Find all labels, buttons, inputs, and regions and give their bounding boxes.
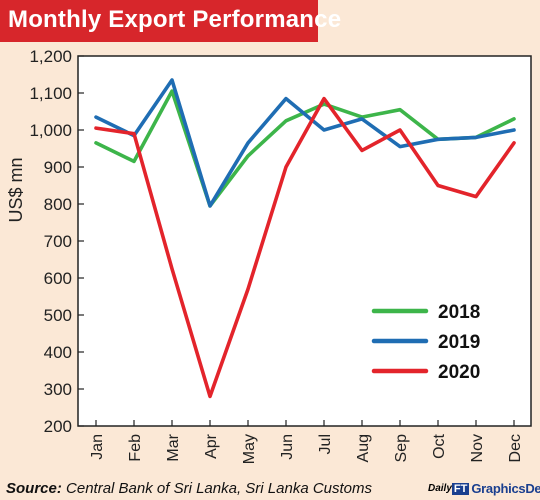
y-tick-label: 1,000 — [29, 121, 72, 140]
x-tick-label: Mar — [165, 433, 182, 461]
y-tick-label: 500 — [44, 306, 72, 325]
y-tick-label: 800 — [44, 195, 72, 214]
chart-title: Monthly Export Performance — [8, 6, 342, 33]
x-tick-label: Apr — [203, 433, 220, 459]
y-tick-label: 200 — [44, 417, 72, 436]
footer: Source: Central Bank of Sri Lanka, Sri L… — [0, 478, 540, 500]
x-tick-label: Jun — [279, 434, 296, 460]
y-tick-label: 600 — [44, 269, 72, 288]
credit-desk: GraphicsDesk — [471, 481, 540, 497]
credit-daily: Daily — [428, 483, 452, 495]
y-tick-label: 700 — [44, 232, 72, 251]
y-tick-label: 900 — [44, 158, 72, 177]
legend: 2018 2019 2020 — [371, 302, 480, 383]
source-label: Source: — [6, 480, 62, 497]
legend-label-2018: 2018 — [438, 302, 480, 323]
series-line-2019 — [94, 78, 516, 208]
x-tick-label: Dec — [507, 434, 524, 462]
line-chart: US$ mn 200 300 400 500 600 700 800 900 1,000 1,10… — [6, 47, 532, 464]
credit-ft: FT — [451, 482, 470, 495]
x-tick-label: Jul — [317, 434, 334, 454]
x-tick-label: Nov — [469, 434, 486, 462]
y-tick-label: 300 — [44, 380, 72, 399]
y-tick-label: 1,100 — [29, 84, 72, 103]
x-tick-label: May — [241, 434, 258, 464]
x-tick-label: Aug — [355, 434, 372, 462]
y-axis-label: US$ mn — [6, 157, 26, 222]
x-axis: Jan Feb Mar Apr May Jun Jul Aug Sep Oct Nov Dec — [89, 420, 524, 464]
source-text: Central Bank of Sri Lanka, Sri Lanka Cus… — [66, 480, 373, 497]
legend-label-2020: 2020 — [438, 362, 480, 383]
y-tick-label: 1,200 — [29, 47, 72, 66]
title-bar: Monthly Export Performance — [0, 0, 341, 42]
source-note: Source: Central Bank of Sri Lanka, Sri L… — [6, 480, 372, 497]
graphics-credit: DailyFTGraphicsDesk — [428, 480, 540, 498]
x-tick-label: Feb — [127, 434, 144, 462]
series-line-2020 — [94, 96, 516, 399]
x-tick-label: Jan — [89, 434, 106, 460]
y-axis: 200 300 400 500 600 700 800 900 1,000 1,100 1,200 — [29, 47, 84, 436]
x-tick-label: Oct — [431, 433, 448, 458]
plot-area — [77, 55, 532, 427]
x-tick-label: Sep — [393, 434, 410, 463]
series-lines — [94, 78, 516, 399]
legend-label-2019: 2019 — [438, 332, 480, 353]
y-tick-label: 400 — [44, 343, 72, 362]
